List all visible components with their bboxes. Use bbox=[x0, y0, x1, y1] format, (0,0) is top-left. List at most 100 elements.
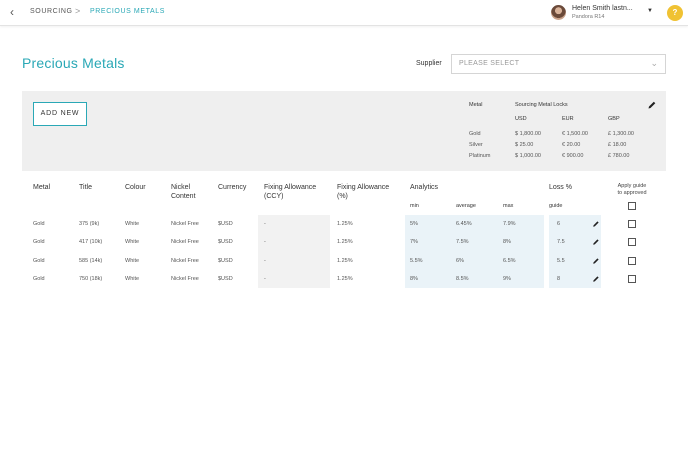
locks-eur: € 900.00 bbox=[562, 153, 584, 159]
cell-nickel: Nickel Free bbox=[171, 258, 199, 264]
cell-metal: Gold bbox=[33, 258, 45, 264]
pencil-icon[interactable] bbox=[592, 275, 600, 283]
cell-colour: White bbox=[125, 258, 140, 264]
chevron-down-icon: ⌄ bbox=[650, 58, 658, 68]
locks-metal: Gold bbox=[469, 131, 481, 137]
apply-guide-checkbox[interactable] bbox=[628, 238, 636, 246]
header-fixing-ccy: Fixing Allowance (CCY) bbox=[264, 183, 316, 201]
locks-usd: $ 25.00 bbox=[515, 142, 534, 148]
subheader-max: max bbox=[503, 203, 514, 209]
back-chevron-icon[interactable]: ‹ bbox=[10, 5, 14, 19]
locks-eur: € 1,500.00 bbox=[562, 131, 588, 137]
cell-currency: $USD bbox=[218, 276, 233, 282]
cell-fixing-pct: 1.25% bbox=[337, 239, 353, 245]
cell-average: 6% bbox=[456, 258, 464, 264]
apply-all-checkbox[interactable] bbox=[628, 202, 636, 210]
cell-guide[interactable]: 6 bbox=[557, 221, 561, 227]
cell-title: 750 (18k) bbox=[79, 276, 103, 282]
header-nickel-line1: Nickel bbox=[171, 184, 191, 191]
locks-metal-header: Metal bbox=[469, 102, 483, 108]
locks-metal: Platinum bbox=[469, 153, 491, 159]
supplier-select[interactable]: PLEASE SELECT ⌄ bbox=[451, 54, 666, 74]
header-fixing-pct-line2: (%) bbox=[337, 193, 348, 200]
locks-usd: $ 1,800.00 bbox=[515, 131, 541, 137]
cell-fixing-ccy: - bbox=[264, 276, 266, 282]
locks-col-usd: USD bbox=[515, 116, 527, 122]
locks-gbp: £ 780.00 bbox=[608, 153, 630, 159]
pencil-icon[interactable] bbox=[592, 257, 600, 265]
cell-title: 375 (9k) bbox=[79, 221, 100, 227]
subheader-average: average bbox=[456, 203, 476, 209]
header-apply-guide: Apply guide to approved bbox=[608, 183, 656, 197]
supplier-placeholder: PLEASE SELECT bbox=[459, 60, 520, 67]
header-loss: Loss % bbox=[549, 184, 572, 191]
breadcrumb-separator-icon: > bbox=[75, 6, 81, 16]
cell-average: 8.5% bbox=[456, 276, 469, 282]
cell-min: 5.5% bbox=[410, 258, 423, 264]
pencil-icon[interactable] bbox=[592, 220, 600, 228]
cell-metal: Gold bbox=[33, 276, 45, 282]
cell-min: 7% bbox=[410, 239, 418, 245]
cell-max: 6.5% bbox=[503, 258, 516, 264]
cell-guide[interactable]: 5.5 bbox=[557, 258, 565, 264]
avatar[interactable] bbox=[551, 5, 566, 20]
locks-title: Sourcing Metal Locks bbox=[515, 102, 568, 108]
cell-max: 9% bbox=[503, 276, 511, 282]
help-button[interactable]: ? bbox=[667, 5, 683, 21]
header-nickel-line2: Content bbox=[171, 193, 196, 200]
locks-gbp: £ 18.00 bbox=[608, 142, 627, 148]
header-fixing-pct-line1: Fixing Allowance bbox=[337, 184, 390, 191]
header-colour: Colour bbox=[125, 184, 146, 191]
locks-eur: € 20.00 bbox=[562, 142, 581, 148]
pencil-icon[interactable] bbox=[592, 238, 600, 246]
cell-average: 7.5% bbox=[456, 239, 469, 245]
cell-fixing-ccy: - bbox=[264, 258, 266, 264]
cell-title: 585 (14k) bbox=[79, 258, 103, 264]
locks-col-eur: EUR bbox=[562, 116, 574, 122]
apply-guide-checkbox[interactable] bbox=[628, 220, 636, 228]
apply-guide-checkbox[interactable] bbox=[628, 275, 636, 283]
breadcrumb-sourcing[interactable]: SOURCING bbox=[30, 8, 73, 15]
cell-colour: White bbox=[125, 221, 140, 227]
cell-currency: $USD bbox=[218, 221, 233, 227]
cell-fixing-pct: 1.25% bbox=[337, 221, 353, 227]
header-metal: Metal bbox=[33, 184, 51, 191]
user-menu-caret-icon[interactable]: ▼ bbox=[647, 8, 653, 14]
cell-colour: White bbox=[125, 276, 140, 282]
subheader-guide: guide bbox=[549, 203, 563, 209]
cell-metal: Gold bbox=[33, 221, 45, 227]
locks-usd: $ 1,000.00 bbox=[515, 153, 541, 159]
header-title: Title bbox=[79, 184, 92, 191]
cell-currency: $USD bbox=[218, 258, 233, 264]
locks-metal: Silver bbox=[469, 142, 483, 148]
cell-min: 8% bbox=[410, 276, 418, 282]
cell-fixing-ccy: - bbox=[264, 239, 266, 245]
header-currency: Currency bbox=[218, 184, 247, 191]
user-store: Pandora R14 bbox=[572, 14, 605, 20]
add-new-button[interactable]: ADD NEW bbox=[33, 102, 87, 126]
cell-guide[interactable]: 8 bbox=[557, 276, 561, 282]
cell-nickel: Nickel Free bbox=[171, 221, 199, 227]
cell-max: 7.9% bbox=[503, 221, 516, 227]
apply-guide-checkbox[interactable] bbox=[628, 257, 636, 265]
cell-title: 417 (10k) bbox=[79, 239, 103, 245]
fixing-ccy-column-bg bbox=[258, 215, 330, 288]
cell-fixing-ccy: - bbox=[264, 221, 266, 227]
header-fixing-pct: Fixing Allowance (%) bbox=[337, 183, 389, 201]
locks-col-gbp: GBP bbox=[608, 116, 620, 122]
cell-max: 8% bbox=[503, 239, 511, 245]
header-apply-line2: to approved bbox=[617, 190, 647, 196]
header-fixing-ccy-line1: Fixing Allowance bbox=[264, 184, 317, 191]
cell-currency: $USD bbox=[218, 239, 233, 245]
pencil-icon[interactable] bbox=[647, 100, 657, 110]
user-name[interactable]: Helen Smith lastn... bbox=[572, 5, 633, 12]
cell-nickel: Nickel Free bbox=[171, 239, 199, 245]
cell-min: 5% bbox=[410, 221, 418, 227]
cell-colour: White bbox=[125, 239, 140, 245]
analytics-column-bg bbox=[405, 215, 544, 288]
cell-guide[interactable]: 7.5 bbox=[557, 239, 565, 245]
loss-guide-column-bg bbox=[549, 215, 601, 288]
header-apply-line1: Apply guide bbox=[617, 183, 647, 189]
header-analytics: Analytics bbox=[410, 184, 439, 191]
supplier-label: Supplier bbox=[416, 60, 442, 67]
